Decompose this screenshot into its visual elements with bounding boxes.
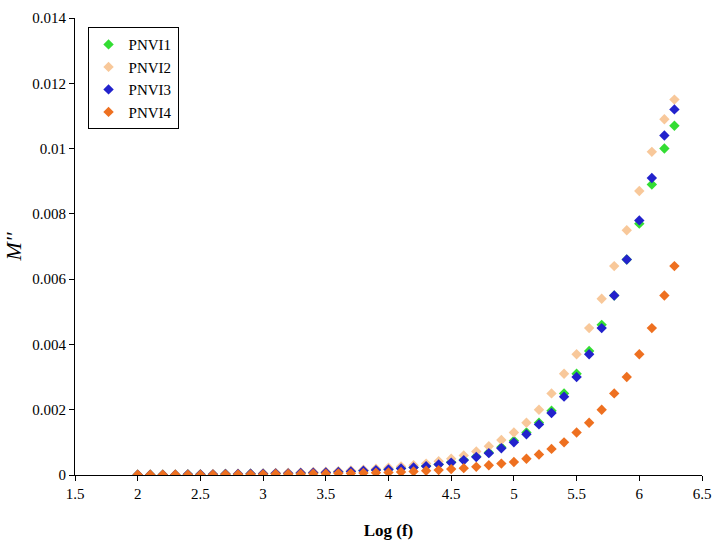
svg-text:Log (f): Log (f): [364, 521, 414, 540]
svg-text:PNVI1: PNVI1: [129, 37, 172, 53]
svg-text:0.006: 0.006: [32, 271, 66, 287]
svg-text:6.5: 6.5: [693, 486, 712, 502]
svg-text:0.01: 0.01: [40, 141, 66, 157]
svg-text:M'': M'': [1, 232, 26, 261]
svg-text:0.012: 0.012: [32, 76, 66, 92]
svg-text:4.5: 4.5: [442, 486, 461, 502]
svg-text:0.014: 0.014: [32, 10, 66, 26]
svg-text:3.5: 3.5: [316, 486, 335, 502]
svg-text:1.5: 1.5: [66, 486, 85, 502]
svg-text:0: 0: [59, 467, 67, 483]
svg-text:PNVI3: PNVI3: [129, 82, 172, 98]
svg-text:5: 5: [510, 486, 518, 502]
svg-text:6: 6: [636, 486, 644, 502]
svg-text:PNVI2: PNVI2: [129, 60, 172, 76]
svg-text:2.5: 2.5: [191, 486, 210, 502]
svg-text:0.008: 0.008: [32, 206, 66, 222]
svg-text:2: 2: [134, 486, 142, 502]
svg-text:4: 4: [385, 486, 393, 502]
svg-text:PNVI4: PNVI4: [129, 105, 172, 121]
svg-text:0.004: 0.004: [32, 337, 66, 353]
svg-text:0.002: 0.002: [32, 402, 66, 418]
svg-text:3: 3: [259, 486, 267, 502]
svg-text:5.5: 5.5: [567, 486, 586, 502]
